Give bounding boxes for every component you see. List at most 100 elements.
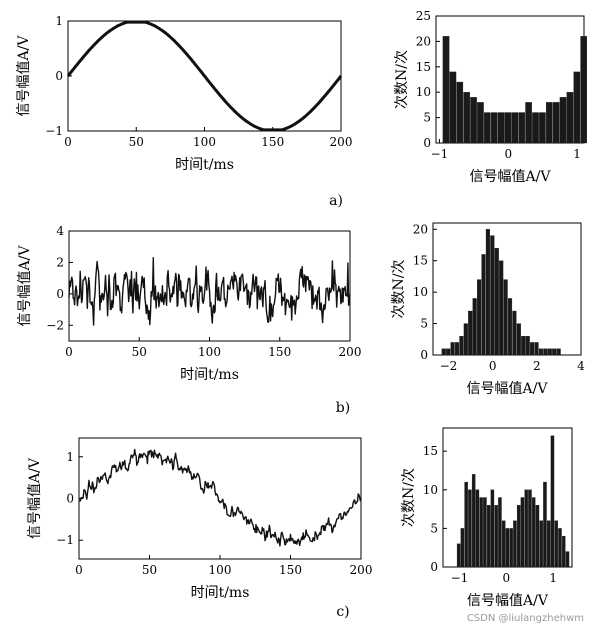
a_hist-y-tick-label: 0 — [423, 136, 431, 150]
b_hist-bar — [494, 247, 499, 356]
b_hist-bar — [507, 298, 513, 356]
c_hist-bar — [460, 528, 465, 568]
b_hist-y-tick-label: 0 — [420, 348, 428, 362]
a_hist-y-tick-label: 10 — [416, 85, 431, 99]
a_hist-y-tick-label: 15 — [416, 60, 431, 74]
a_time-y-axis-label: 信号幅值A/V — [16, 35, 32, 117]
c_hist-bar — [456, 543, 461, 568]
c_hist-y-tick-label: 5 — [430, 521, 438, 535]
b_hist-bar — [463, 323, 468, 356]
b_time-x-tick-label: 50 — [132, 345, 147, 359]
c_hist-bar — [486, 505, 491, 568]
c_hist-x-tick-label: 0 — [503, 571, 511, 585]
b_hist-bar — [441, 348, 446, 356]
b_hist-bar — [490, 235, 495, 356]
b_time-panel-label: b) — [336, 400, 350, 416]
b_hist-y-tick-label: 20 — [413, 222, 428, 236]
a_hist-y-tick-label: 20 — [416, 34, 431, 48]
b_time-series-line — [68, 257, 351, 326]
a_hist-bar — [532, 112, 539, 144]
c_time-plot-frame — [78, 437, 362, 560]
b_hist-y-tick-label: 10 — [413, 285, 428, 299]
a_time-x-tick-label: 100 — [193, 135, 216, 149]
a_hist-bar — [484, 112, 491, 144]
c_hist-bar — [543, 481, 547, 568]
c_hist-bar — [561, 535, 566, 568]
a_hist-bar — [518, 112, 526, 144]
c_hist-bar — [535, 505, 540, 568]
c_time-panel-label: c) — [336, 604, 349, 620]
b_hist-bar — [543, 348, 548, 356]
b_hist-bar — [516, 323, 521, 356]
b_hist-bar — [525, 335, 530, 356]
c_time-y-tick-label: 0 — [66, 492, 74, 506]
b_hist-bar — [499, 260, 504, 356]
b_hist-bar — [556, 348, 561, 356]
b_hist-x-tick-label: 0 — [489, 359, 497, 373]
b_hist-bar — [446, 348, 451, 356]
c_time-x-tick-label: 50 — [142, 563, 157, 577]
c_hist-bar — [464, 481, 468, 568]
c_hist-bar — [531, 497, 536, 568]
b_hist-bar — [530, 342, 535, 356]
c_hist-bar — [475, 489, 480, 568]
b_hist-x-tick-label: 2 — [533, 359, 541, 373]
b_time-x-tick-label: 100 — [198, 345, 221, 359]
c_time-x-tick-label: 150 — [279, 563, 302, 577]
c_hist-bar — [554, 520, 558, 568]
b_hist-bar — [468, 310, 473, 356]
b_hist-bar — [472, 298, 477, 356]
c_hist-y-tick-label: 0 — [430, 560, 438, 574]
c_hist-x-tick-label: −1 — [451, 571, 469, 585]
c_hist-bar — [471, 474, 476, 568]
watermark: CSDN @liulangzhehwm — [466, 613, 584, 624]
a_time-x-tick-label: 150 — [261, 135, 284, 149]
a_hist-bar — [497, 112, 505, 144]
c_hist-bar — [513, 520, 517, 568]
c_hist-bar — [539, 520, 543, 568]
b_hist-bar — [485, 229, 490, 356]
a_time-y-tick-label: −1 — [45, 124, 63, 138]
c_hist-bar — [501, 520, 506, 568]
a_time-x-tick-label: 200 — [330, 135, 353, 149]
c_time-y-tick-label: −1 — [56, 533, 74, 547]
c_hist-bar — [509, 528, 513, 568]
c_hist-bar — [479, 497, 483, 568]
b_time-x-tick-label: 150 — [268, 345, 291, 359]
b_hist-bar — [534, 342, 539, 356]
a_hist-bar — [477, 102, 484, 144]
a_hist-bar — [511, 112, 519, 144]
b_time-x-axis-label: 时间t/ms — [180, 367, 239, 383]
b_hist-x-axis-label: 信号幅值A/V — [467, 381, 549, 397]
c_time-series-line — [78, 448, 362, 547]
a_hist-bar — [573, 71, 581, 144]
a_hist-bar — [449, 71, 457, 144]
b_hist-bar — [481, 254, 486, 356]
b_hist-bar — [512, 310, 517, 356]
a_hist-bar — [552, 102, 560, 144]
c_time-y-axis-label: 信号幅值A/V — [27, 457, 43, 539]
c_hist-bar — [550, 435, 555, 568]
b_time-y-tick-label: 0 — [56, 287, 64, 301]
b_time-y-axis-label: 信号幅值A/V — [17, 245, 33, 327]
a_hist-bar — [504, 112, 512, 144]
a_hist-bar — [566, 92, 574, 144]
b_hist-bar — [552, 348, 557, 356]
a_hist-bar — [470, 97, 477, 144]
a_time-series-line — [66, 20, 343, 132]
c_time-y-tick-label: 1 — [66, 450, 74, 464]
b_hist-bar — [503, 279, 508, 356]
b_hist-bar — [477, 279, 482, 356]
c_hist-bar — [516, 505, 521, 568]
a_time-x-axis-label: 时间t/ms — [175, 157, 234, 173]
a_hist-bar — [545, 102, 553, 144]
b_hist-y-axis-label: 次数N/次 — [391, 260, 407, 319]
c_hist-bar — [494, 505, 498, 568]
b_hist-y-tick-label: 5 — [420, 317, 428, 331]
b_time-x-tick-label: 200 — [339, 345, 362, 359]
c_hist-x-tick-label: 1 — [549, 571, 557, 585]
a_hist-bar — [463, 92, 470, 144]
a_hist-x-tick-label: −1 — [431, 147, 449, 161]
a_hist-bar — [525, 102, 532, 144]
